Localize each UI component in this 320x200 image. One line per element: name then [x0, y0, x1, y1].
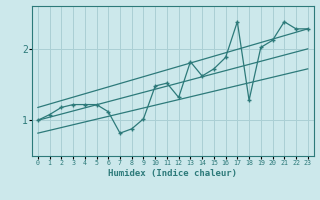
X-axis label: Humidex (Indice chaleur): Humidex (Indice chaleur)	[108, 169, 237, 178]
